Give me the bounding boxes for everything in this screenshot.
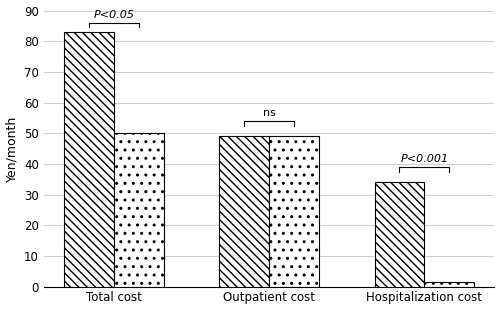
Bar [269, 136, 319, 286]
Bar [424, 282, 474, 286]
Y-axis label: Yen/month: Yen/month [6, 115, 18, 182]
Text: P<0.05: P<0.05 [94, 10, 134, 20]
Bar [374, 182, 424, 286]
Text: ns: ns [262, 108, 276, 118]
Bar [64, 32, 114, 286]
Text: P<0.001: P<0.001 [400, 154, 448, 164]
Bar [220, 136, 269, 286]
Bar [114, 133, 164, 286]
